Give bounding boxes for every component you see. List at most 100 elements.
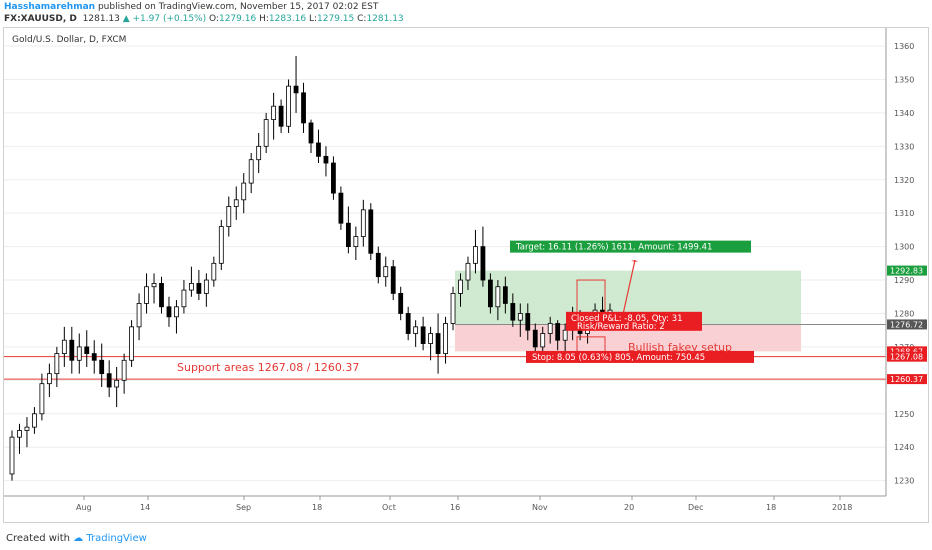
candle-body [353, 236, 359, 248]
low-label: L: [308, 14, 318, 24]
pnl-label: Closed P&L: -8.05, Qty: 31 [571, 314, 683, 324]
position-zones [455, 270, 886, 352]
price-badge [887, 346, 927, 357]
high-label: H: [259, 14, 269, 24]
candle-body [540, 333, 546, 348]
price-badge-label: 1276.72 [890, 320, 923, 329]
support-label: Support areas 1267.08 / 1260.37 [177, 361, 359, 374]
candle-body [241, 182, 247, 201]
candle-body [46, 373, 52, 385]
candle-body [405, 313, 411, 334]
candle-body [9, 436, 15, 475]
close-value: 1281.13 [366, 14, 404, 24]
target-badge [510, 240, 751, 253]
candle-body [383, 266, 389, 278]
candle-body [17, 430, 22, 438]
tradingview-brand[interactable]: TradingView [86, 533, 147, 544]
candle-body [271, 105, 277, 120]
price-badge [887, 351, 927, 362]
candle-body [211, 262, 217, 281]
candle-body [166, 306, 172, 318]
candle-body [345, 222, 351, 248]
x-tick-label: 16 [450, 503, 460, 512]
y-tick-label: 1230 [894, 477, 914, 486]
candle-body [91, 353, 97, 361]
y-tick-label: 1290 [894, 276, 914, 285]
candle-body [203, 279, 209, 294]
candle-body [196, 282, 202, 294]
candle-body [502, 286, 508, 304]
price-badge [887, 374, 927, 385]
annotations: 1292.831276.721268.671267.081260.37Targe… [177, 240, 927, 385]
candle-body [39, 383, 45, 415]
setup-label: Bullish fakey setup [628, 341, 732, 354]
x-tick-label: 18 [766, 503, 776, 512]
candle-body [323, 155, 329, 164]
y-tick-label: 1350 [894, 75, 914, 84]
candle-body [510, 303, 516, 321]
candle-body [517, 313, 523, 321]
x-tick-label: Oct [382, 503, 396, 512]
footer: Created with ☁ TradingView [0, 526, 932, 550]
candle-body [525, 313, 531, 331]
candle-body [562, 329, 568, 341]
x-tick-label: 18 [312, 503, 322, 512]
price-change: ▲ +1.97 (+0.15%) [122, 14, 207, 24]
candle-body [532, 329, 538, 348]
y-tick-label: 1280 [894, 309, 914, 318]
tradingview-logo-icon[interactable]: ☁ [73, 533, 84, 544]
x-tick-label: Nov [532, 503, 548, 512]
candle-body [69, 339, 75, 361]
price-badge-label: 1292.83 [890, 267, 923, 276]
target-label: Target: 16.11 (1.26%) 1611, Amount: 1499… [515, 243, 712, 253]
axes: 1230124012501260127012801290130013101320… [4, 28, 914, 512]
x-tick-label: Aug [76, 503, 92, 512]
author-link[interactable]: Hasshamarehman [4, 2, 96, 12]
candle-body [181, 289, 187, 308]
last-price: 1281.13 [82, 14, 120, 24]
footer-line: Created with ☁ TradingView [6, 533, 147, 544]
candle-body [233, 199, 239, 207]
x-tick-label: Dec [688, 503, 703, 512]
candle-body [136, 303, 142, 328]
candle-body [547, 323, 553, 334]
candle-body [121, 359, 127, 381]
y-tick-label: 1250 [894, 410, 914, 419]
price-badge [887, 319, 927, 330]
candle-body [338, 192, 344, 224]
candle-body [555, 323, 561, 341]
x-tick-label: 14 [140, 503, 150, 512]
candle-body [480, 246, 486, 281]
candle-body [293, 85, 299, 94]
price-chart[interactable]: 1230124012501260127012801290130013101320… [4, 28, 928, 522]
chart-header: Hasshamarehman published on TradingView.… [0, 0, 932, 26]
stop-label: Stop: 8.05 (0.63%) 805, Amount: 750.45 [532, 353, 705, 363]
chart-frame[interactable]: 1230124012501260127012801290130013101320… [3, 27, 929, 523]
candle-body [218, 226, 224, 264]
y-tick-label: 1330 [894, 142, 914, 151]
chart-title: Gold/U.S. Dollar, D, FXCM [12, 35, 126, 45]
price-badge-label: 1260.37 [890, 375, 923, 384]
high-value: 1283.16 [268, 14, 307, 24]
candle-body [465, 262, 471, 281]
candle-body [435, 333, 441, 354]
price-badge-label: 1267.08 [890, 353, 923, 362]
candle-body [368, 209, 374, 254]
y-tick-label: 1340 [894, 109, 914, 118]
target-arrow-head [631, 259, 638, 262]
x-tick-label: 2018 [832, 503, 852, 512]
y-tick-label: 1300 [894, 243, 914, 252]
stop-badge [526, 350, 754, 363]
low-value: 1279.15 [317, 14, 355, 24]
y-tick-label: 1310 [894, 209, 914, 218]
candle-body [301, 92, 306, 124]
candle-body [248, 159, 254, 184]
x-tick-label: 20 [624, 503, 634, 512]
candle-body [54, 353, 60, 375]
ohlc-line: FX:XAUUSD, D 1281.13 ▲ +1.97 (+0.15%) O:… [4, 14, 404, 24]
pnl-badge [566, 311, 702, 331]
candle-body [428, 333, 434, 344]
candle-body [278, 105, 284, 127]
y-tick-label: 1360 [894, 42, 914, 51]
candle-body [106, 373, 112, 388]
